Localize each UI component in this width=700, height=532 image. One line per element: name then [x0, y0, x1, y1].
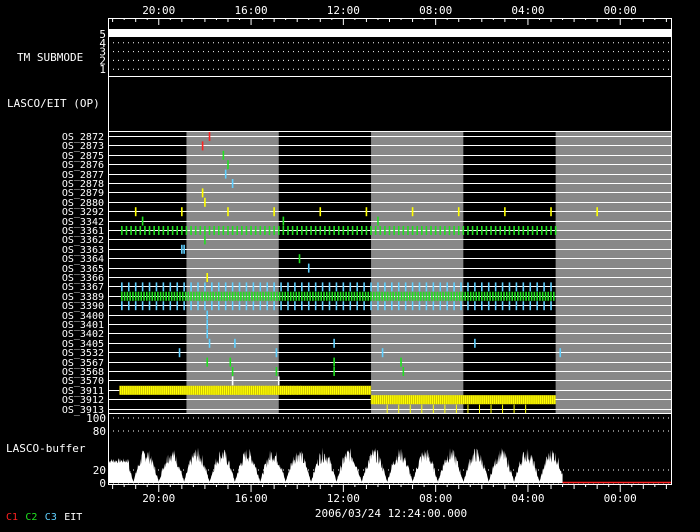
os-label: OS_3366 [62, 273, 104, 284]
os-label: OS_2873 [62, 141, 104, 152]
bottom-tick-label: 04:00 [511, 492, 544, 505]
legend-item: C3 [45, 512, 57, 523]
tm-level-label: 2 [99, 54, 106, 67]
top-tick-label: 04:00 [511, 4, 544, 17]
legend-item: C2 [25, 512, 37, 523]
os-label: OS_3365 [62, 264, 104, 275]
legend-item: EIT [64, 512, 82, 523]
bottom-tick-label: 12:00 [327, 492, 360, 505]
os-label: OS_3568 [62, 367, 104, 378]
os-label: OS_2878 [62, 179, 104, 190]
shaded-span-1 [371, 131, 464, 413]
tm-level-label: 5 [99, 28, 106, 41]
bottom-tick-label: 00:00 [604, 492, 637, 505]
os-label: OS_3361 [62, 226, 104, 237]
shaded-span-0 [186, 131, 279, 413]
buffer-tick-label: 80 [93, 425, 106, 438]
legend: C1 C2 C3 EIT [6, 512, 82, 523]
os-label: OS_3367 [62, 282, 104, 293]
tm-level-label: 4 [99, 37, 106, 50]
os-label: OS_3532 [62, 348, 104, 359]
tm-submode-label: TM SUBMODE [17, 51, 83, 64]
panel-frames [108, 18, 672, 485]
os-label: OS_3400 [62, 311, 104, 322]
footer-time: 2006/03/24 12:24:00.000 [315, 507, 467, 520]
bottom-tick-label: 08:00 [419, 492, 452, 505]
os-label: OS_3913 [62, 405, 104, 416]
os-label: OS_2875 [62, 151, 104, 162]
top-tick-label: 12:00 [327, 4, 360, 17]
buffer-tick-label: 100 [86, 412, 106, 425]
os-label: OS_3389 [62, 292, 104, 303]
os-label: OS_2872 [62, 132, 104, 143]
panel-frame-3 [108, 413, 672, 485]
tm-level-label: 3 [99, 46, 106, 59]
panel-frame-1 [108, 76, 672, 132]
os-label: OS_3402 [62, 329, 104, 340]
buffer-tick-label: 20 [93, 464, 106, 477]
os-label: OS_3390 [62, 301, 104, 312]
os-label: OS_3364 [62, 254, 104, 265]
buffer-tick-label: 0 [99, 477, 106, 490]
os-label: OS_3567 [62, 358, 104, 369]
shaded-span-2 [555, 131, 671, 413]
panel-frame-0 [108, 30, 672, 77]
shaded-spans [186, 131, 671, 413]
bottom-tick-label: 16:00 [234, 492, 267, 505]
top-tick-label: 20:00 [142, 4, 175, 17]
os-solid-band-1 [371, 395, 556, 405]
top-tick-label: 00:00 [604, 4, 637, 17]
tm-level-label: 1 [99, 63, 106, 76]
os-label: OS_2879 [62, 188, 104, 199]
tm-submode-bar [108, 31, 671, 37]
top-tick-label: 16:00 [234, 4, 267, 17]
time-axis: 20:00 20:00 16:00 16:00 12:00 12:00 08:00 08:00… [112, 4, 667, 505]
row-labels: OS_2872OS_2873OS_2875OS_2876OS_2877OS_28… [62, 28, 107, 490]
os-label: OS_3401 [62, 320, 104, 331]
os-label: OS_3405 [62, 339, 104, 350]
os-label: OS_2876 [62, 160, 104, 171]
legend-item: C1 [6, 512, 18, 523]
os-events [108, 31, 671, 414]
lasco-eit-label: LASCO/EIT (OP) [7, 97, 100, 110]
top-tick-label: 08:00 [419, 4, 452, 17]
row-gridlines [108, 33, 671, 484]
os-label: OS_3342 [62, 217, 104, 228]
buffer-fill [108, 447, 563, 483]
os-label: OS_3570 [62, 376, 104, 387]
os-label: OS_3911 [62, 386, 104, 397]
os-label: OS_3912 [62, 395, 104, 406]
os-label: OS_2880 [62, 198, 104, 209]
bottom-tick-label: 20:00 [142, 492, 175, 505]
os-label: OS_3292 [62, 207, 104, 218]
lasco-buffer-label: LASCO-buffer [6, 442, 86, 455]
os-label: OS_2877 [62, 170, 104, 181]
os-label: OS_3362 [62, 235, 104, 246]
os-label: OS_3363 [62, 245, 104, 256]
lasco-buffer-plot [108, 447, 671, 484]
